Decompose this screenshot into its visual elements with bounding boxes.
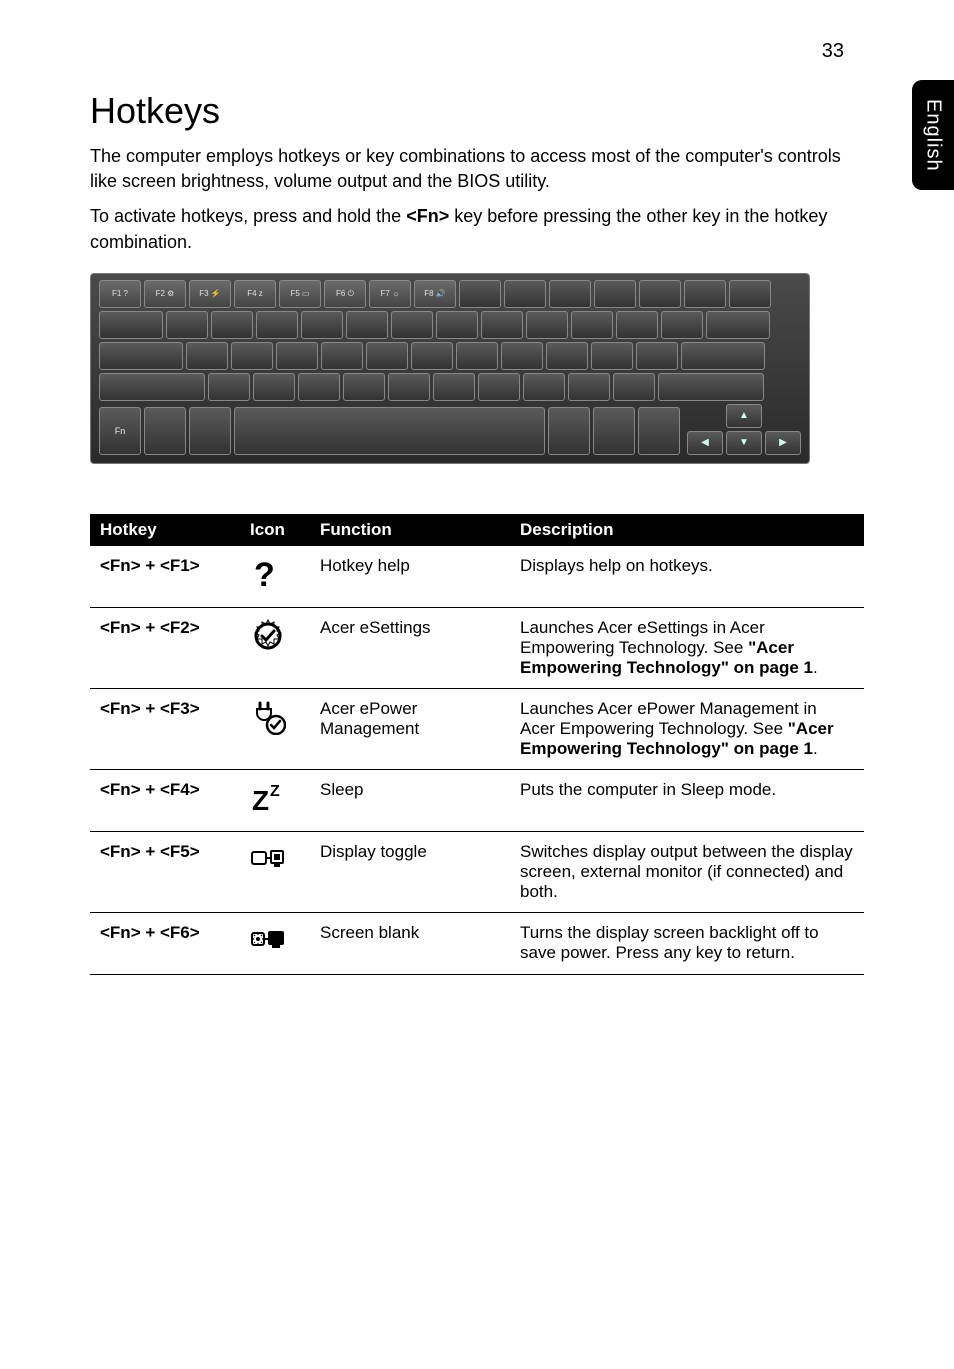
table-row: <Fn> + <F3> Acer ePower ManagementLaunche… — [90, 688, 864, 769]
hotkey-cell: <Fn> + <F6> — [90, 912, 240, 974]
th-description: Description — [510, 514, 864, 546]
th-icon: Icon — [240, 514, 310, 546]
function-cell: Display toggle — [310, 831, 510, 912]
th-hotkey: Hotkey — [90, 514, 240, 546]
fn-key: F5 ▭ — [279, 280, 321, 308]
question-icon — [240, 546, 310, 608]
fn-key: F3 ⚡ — [189, 280, 231, 308]
function-cell: Sleep — [310, 769, 510, 831]
fn-key: F8 🔊 — [414, 280, 456, 308]
table-row: <Fn> + <F5> Display toggleSwitches displa… — [90, 831, 864, 912]
description-cell: Puts the computer in Sleep mode. — [510, 769, 864, 831]
fn-key: F7 ☼ — [369, 280, 411, 308]
table-row: <Fn> + <F4> SleepPuts the computer in Sle… — [90, 769, 864, 831]
fn-key: F2 ⚙ — [144, 280, 186, 308]
table-row: <Fn> + <F2> Acer eSettingsLaunches Acer e… — [90, 607, 864, 688]
display-toggle-icon — [240, 831, 310, 912]
screen-blank-icon — [240, 912, 310, 974]
hotkey-cell: <Fn> + <F1> — [90, 546, 240, 608]
hotkeys-table: Hotkey Icon Function Description <Fn> + … — [90, 514, 864, 975]
description-cell: Launches Acer ePower Management in Acer … — [510, 688, 864, 769]
hotkey-cell: <Fn> + <F2> — [90, 607, 240, 688]
hotkey-cell: <Fn> + <F3> — [90, 688, 240, 769]
description-cell: Launches Acer eSettings in Acer Empoweri… — [510, 607, 864, 688]
function-cell: Acer ePower Management — [310, 688, 510, 769]
language-tab-label: English — [922, 99, 945, 172]
language-tab: English — [912, 80, 954, 190]
table-row: <Fn> + <F6> Screen blankTurns the display… — [90, 912, 864, 974]
function-cell: Acer eSettings — [310, 607, 510, 688]
page-title: Hotkeys — [90, 90, 864, 132]
fn-key: F1 ? — [99, 280, 141, 308]
intro-paragraph-2: To activate hotkeys, press and hold the … — [90, 204, 864, 254]
description-cell: Switches display output between the disp… — [510, 831, 864, 912]
plug-check-icon — [240, 688, 310, 769]
gear-check-icon — [240, 607, 310, 688]
description-cell: Displays help on hotkeys. — [510, 546, 864, 608]
page-number: 33 — [822, 40, 844, 63]
th-function: Function — [310, 514, 510, 546]
intro-text: The computer employs hotkeys or key comb… — [90, 144, 864, 255]
intro-paragraph-1: The computer employs hotkeys or key comb… — [90, 144, 864, 194]
hotkey-cell: <Fn> + <F5> — [90, 831, 240, 912]
sleep-z-icon — [240, 769, 310, 831]
fn-key: F4 z — [234, 280, 276, 308]
fn-key: F6 ⏻ — [324, 280, 366, 308]
hotkey-cell: <Fn> + <F4> — [90, 769, 240, 831]
function-cell: Hotkey help — [310, 546, 510, 608]
table-row: <Fn> + <F1> Hotkey helpDisplays help on h… — [90, 546, 864, 608]
function-cell: Screen blank — [310, 912, 510, 974]
description-cell: Turns the display screen backlight off t… — [510, 912, 864, 974]
keyboard-illustration: F1 ?F2 ⚙F3 ⚡F4 zF5 ▭F6 ⏻F7 ☼F8 🔊 Fn — [90, 273, 810, 464]
